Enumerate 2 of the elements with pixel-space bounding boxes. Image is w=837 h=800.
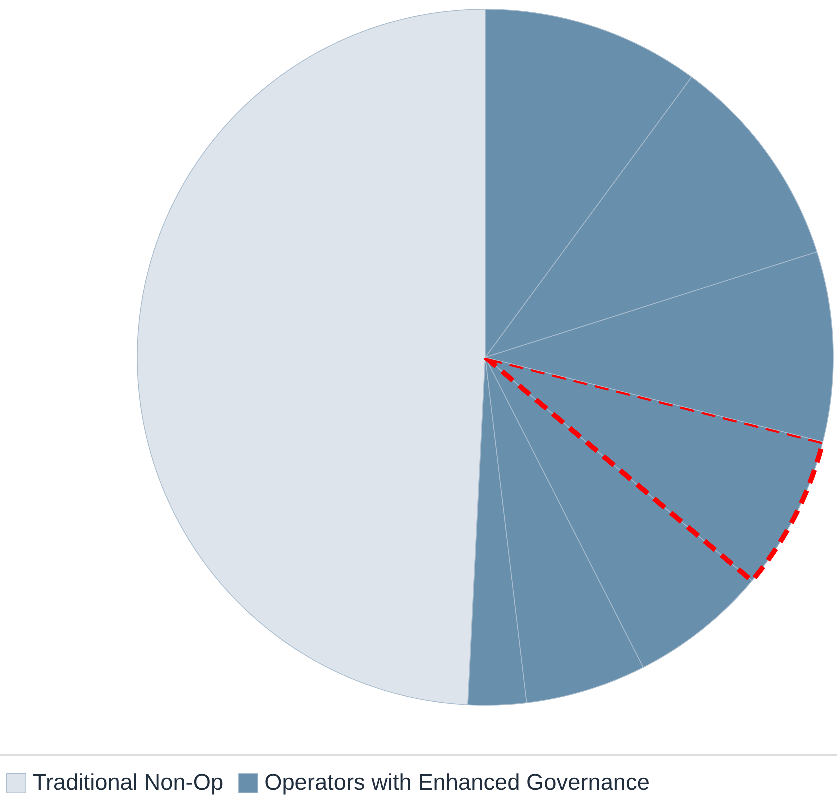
legend-label: Operators with Enhanced Governance <box>264 769 650 796</box>
legend-label: Traditional Non-Op <box>33 769 224 796</box>
